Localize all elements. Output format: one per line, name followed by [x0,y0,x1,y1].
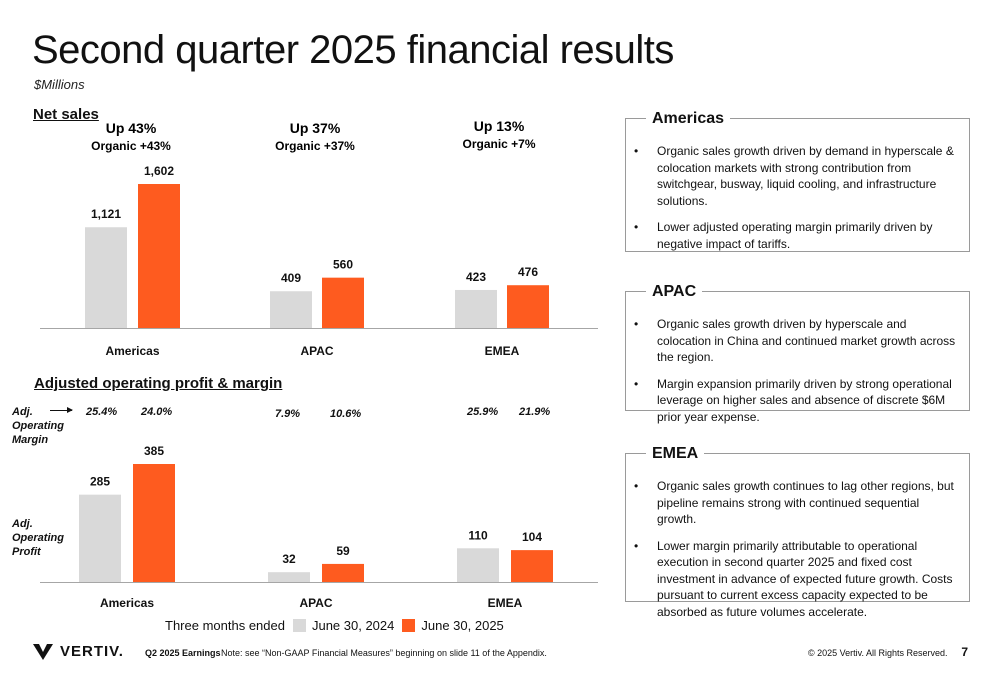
net-sales-title: Net sales [33,106,99,123]
panel-emea-bullet: Organic sales growth continues to lag ot… [626,478,959,528]
op-profit-value-label: 110 [468,528,488,542]
net-sales-category-label: Americas [105,344,159,358]
op-profit-bar-apac-2025 [322,563,364,582]
bar-charts: 1,121 409 423 1,602 560 476 Americas APAC EMEA 28… [40,164,598,610]
panel-apac-title: APAC [646,282,703,302]
arrow-icon [50,407,73,413]
panel-apac-bullet: Margin expansion primarily driven by str… [626,376,959,426]
adj-operating-margin-label: Adj. Operating Margin [12,406,64,446]
panel-americas: Americas Organic sales growth driven by … [625,109,970,252]
logo-text: VERTIV. [60,642,124,660]
net-sales-bar-apac-2025 [322,277,364,328]
op-profit-bar-apac-2024 [268,572,310,582]
growth-apac: Up 37% Organic +37% [245,120,385,153]
margin-emea-2024: 25.9% [467,406,499,418]
panel-americas-title: Americas [646,109,731,129]
growth-apac-up: Up 37% [289,120,341,136]
net-sales-bar-apac-2024 [270,291,312,328]
op-profit-bar-americas-2025 [133,464,175,582]
panel-emea: EMEA Organic sales growth continues to l… [625,444,970,619]
net-sales-value-label: 1,121 [91,207,121,221]
growth-emea-up: Up 13% [473,118,525,134]
op-profit-category-label: APAC [299,596,332,610]
page-number: 7 [961,645,968,659]
footer-earnings: Q2 2025 Earnings [145,648,221,658]
op-profit-bar-emea-2024 [457,548,499,582]
growth-emea: Up 13% Organic +7% [429,118,569,151]
legend-swatch-2025 [402,619,416,632]
panel-americas-bullet: Organic sales growth driven by demand in… [626,143,959,209]
growth-americas-up: Up 43% [105,120,157,136]
margin-americas-2024: 25.4% [86,406,118,418]
net-sales-bar-emea-2024 [455,289,497,328]
op-profit-value-label: 285 [90,475,110,489]
growth-americas-organic: Organic +43% [91,139,171,153]
growth-emea-organic: Organic +7% [462,137,536,151]
op-profit-bar-americas-2024 [79,494,121,582]
chart-legend: Three months ended June 30, 2024 June 30… [165,618,504,633]
legend-title: Three months ended [165,618,285,633]
adj-operating-profit-label: Adj. Operating Profit [12,518,64,558]
panel-emea-title: EMEA [646,444,705,464]
slide-title: Second quarter 2025 financial results [32,28,674,72]
growth-americas: Up 43% Organic +43% [61,120,201,153]
margin-apac-2024: 7.9% [275,408,301,420]
margin-apac-2025: 10.6% [330,408,362,420]
net-sales-bar-emea-2025 [507,285,549,328]
panel-apac: APAC Organic sales growth driven by hype… [625,282,970,424]
vertiv-logo: VERTIV. [32,640,124,662]
legend-swatch-2024 [292,619,306,632]
panel-apac-bullet: Organic sales growth driven by hyperscal… [626,316,959,366]
op-profit-title: Adjusted operating profit & margin [34,375,283,392]
footer-copyright: © 2025 Vertiv. All Rights Reserved. [808,648,948,658]
legend-label-2025: June 30, 2025 [421,618,504,633]
op-profit-category-label: EMEA [488,596,523,610]
net-sales-bar-americas-2024 [85,227,127,328]
net-sales-value-label: 1,602 [144,164,174,178]
op-profit-value-label: 32 [282,552,296,566]
margin-americas-2025: 24.0% [141,406,173,418]
panel-americas-bullet: Lower adjusted operating margin primaril… [626,219,959,252]
net-sales-value-label: 560 [333,258,353,272]
op-profit-category-label: Americas [100,596,154,610]
op-profit-value-label: 59 [336,544,350,558]
footer-note: Note: see “Non-GAAP Financial Measures” … [221,648,547,658]
op-profit-bar-emea-2025 [511,550,553,582]
net-sales-value-label: 409 [281,271,301,285]
net-sales-value-label: 423 [466,270,486,284]
vertiv-logo-icon [33,644,53,660]
growth-apac-organic: Organic +37% [275,139,355,153]
net-sales-category-label: EMEA [485,344,520,358]
net-sales-category-label: APAC [300,344,333,358]
panel-emea-bullet: Lower margin primarily attributable to o… [626,538,959,621]
op-profit-value-label: 385 [144,444,164,458]
op-profit-value-label: 104 [522,530,542,544]
units-subtitle: $Millions [34,77,85,92]
net-sales-bar-americas-2025 [138,184,180,328]
legend-label-2024: June 30, 2024 [311,618,395,633]
margin-emea-2025: 21.9% [519,406,551,418]
net-sales-value-label: 476 [518,265,538,279]
